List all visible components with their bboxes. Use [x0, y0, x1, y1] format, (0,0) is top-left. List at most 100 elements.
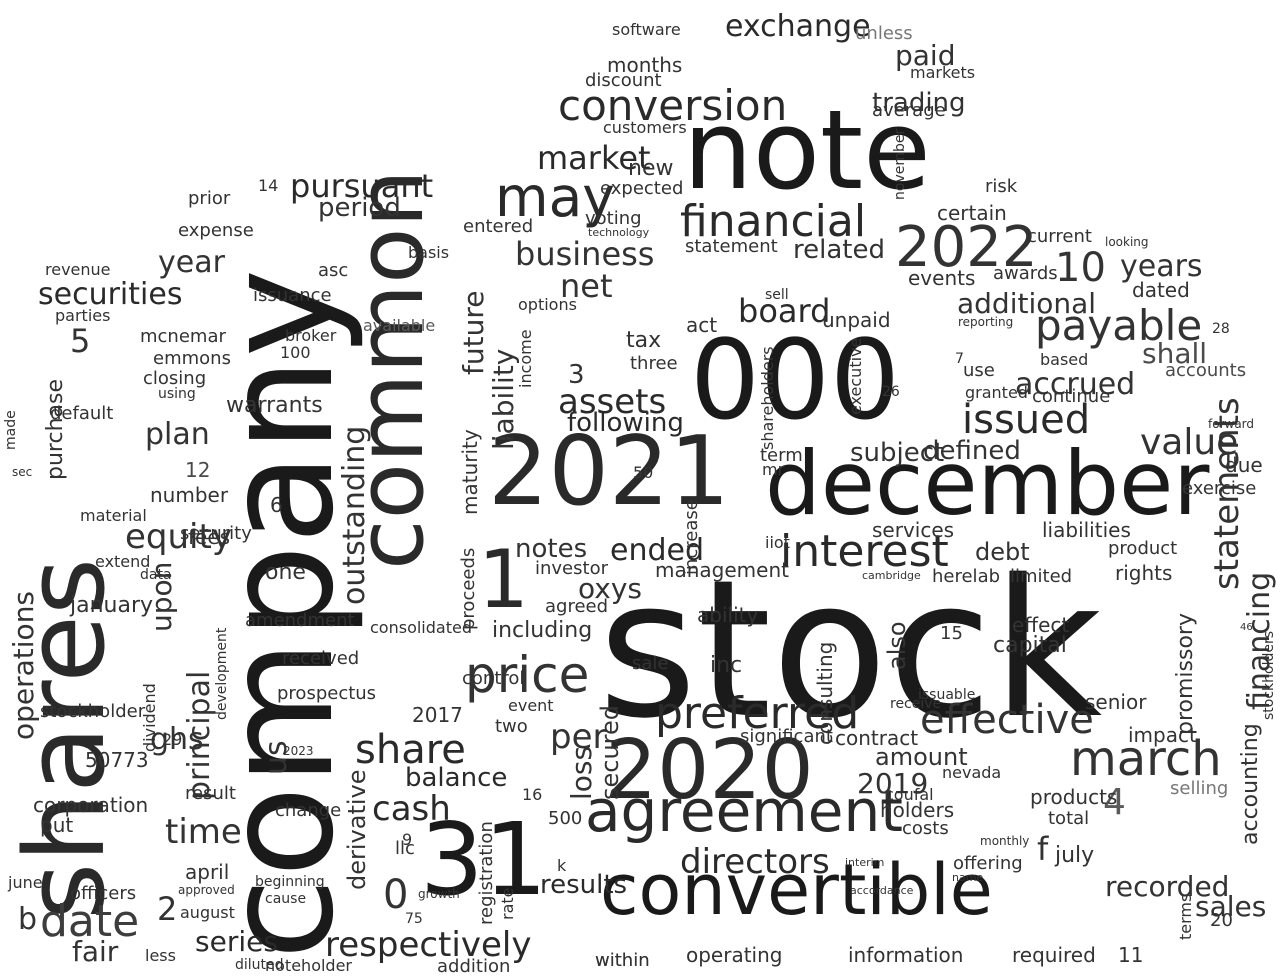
word-executive: executive	[846, 337, 865, 415]
word-march: march	[1070, 731, 1222, 787]
word-available: available	[363, 316, 436, 335]
word-conversion: conversion	[558, 81, 788, 130]
word-promissory: promissory	[1173, 613, 1198, 735]
word-preferred: preferred	[655, 688, 860, 739]
word-costs: costs	[902, 818, 949, 839]
word-prior: prior	[188, 188, 231, 209]
word-material: material	[80, 506, 147, 525]
word-officers: officers	[70, 883, 137, 904]
word-respectively: respectively	[325, 925, 532, 965]
word-31: 31	[420, 801, 548, 918]
word-operating: operating	[686, 943, 783, 967]
word-entered: entered	[463, 216, 534, 237]
word-revenue: revenue	[45, 260, 111, 279]
word-products: products	[1030, 785, 1118, 809]
word-selling: selling	[1170, 778, 1229, 799]
word-current: current	[1027, 226, 1092, 247]
word-500: 500	[548, 808, 583, 829]
word-10: 10	[1055, 245, 1106, 291]
word-value: value	[1140, 422, 1239, 463]
word-26: 26	[882, 384, 900, 400]
word-operations: operations	[7, 590, 40, 740]
word-continue: continue	[1032, 386, 1111, 407]
word-limited: limited	[1010, 566, 1073, 587]
word-secured: secured	[596, 704, 624, 800]
word-16: 16	[522, 785, 543, 804]
word-may: may	[495, 165, 615, 229]
word-accordance: accordance	[850, 884, 914, 897]
word-total: total	[1048, 808, 1090, 829]
word-beginning: beginning	[255, 874, 325, 890]
word-agreement: agreement	[585, 777, 903, 845]
word-9: 9	[402, 830, 413, 849]
word-reporting: reporting	[958, 315, 1014, 329]
word-basis: basis	[408, 243, 450, 262]
word-control: control	[462, 668, 525, 689]
word-warrants: warrants	[226, 393, 323, 418]
word-stock: stock	[598, 539, 1103, 760]
word-11: 11	[1118, 943, 1144, 967]
word-growth: growth	[418, 887, 460, 901]
word-required: required	[1012, 943, 1096, 967]
word-default: default	[50, 403, 114, 424]
word-fair: fair	[72, 935, 119, 968]
word-securities: securities	[38, 277, 183, 312]
word-f: f	[1037, 830, 1049, 868]
word-46: 46	[1240, 622, 1253, 633]
word-cambridge: cambridge	[862, 569, 921, 582]
word-issued: issued	[962, 397, 1091, 443]
word-holders: holders	[880, 798, 955, 822]
word-50773: 50773	[85, 748, 149, 772]
word-also: also	[883, 621, 911, 670]
word-management: management	[655, 558, 789, 582]
word-based: based	[1040, 350, 1089, 369]
word-llc: llc	[395, 838, 415, 859]
word-november: november	[892, 128, 908, 200]
word-exercise: exercise	[1182, 478, 1257, 499]
word-maturity: maturity	[458, 429, 482, 515]
word-2019: 2019	[857, 767, 929, 800]
word-looking: looking	[1105, 235, 1149, 249]
word-customers: customers	[603, 118, 687, 137]
word-data: data	[140, 567, 172, 583]
word-29: 29	[162, 730, 183, 749]
word-series: series	[195, 925, 278, 958]
word-accounts: accounts	[1165, 360, 1247, 381]
word-subject: subject	[850, 438, 945, 468]
word-outstanding: outstanding	[337, 425, 372, 605]
word-services: services	[872, 518, 955, 542]
word-liabilities: liabilities	[1042, 518, 1131, 542]
word-coufal: coufal	[885, 785, 934, 804]
word-tax: tax	[626, 328, 662, 353]
word-stockholder: stockholder	[40, 701, 146, 722]
word-effect: effect	[1012, 613, 1070, 637]
word-trading: trading	[872, 88, 966, 118]
word-effective: effective	[920, 697, 1094, 743]
word-december: december	[765, 432, 1210, 535]
word-28: 28	[1212, 321, 1230, 337]
word-july: july	[1055, 843, 1095, 868]
word-net: net	[560, 267, 613, 305]
word-impact: impact	[1128, 723, 1197, 747]
word-monthly: monthly	[980, 834, 1030, 848]
word-years: years	[1120, 249, 1203, 284]
word-results: results	[540, 870, 628, 900]
word-unless: unless	[855, 23, 913, 44]
word-less: less	[145, 946, 176, 965]
word-following: following	[567, 408, 684, 438]
word-loss: loss	[565, 745, 598, 800]
word-interim: interim	[845, 856, 885, 869]
word-note: note	[683, 86, 931, 214]
word-per: per	[550, 717, 607, 757]
word-future: future	[457, 290, 490, 375]
word-events: events	[908, 266, 976, 290]
word-financial: financial	[680, 196, 867, 247]
word-interest: interest	[780, 526, 949, 577]
word-including: including	[492, 618, 593, 643]
word-5: 5	[70, 322, 91, 360]
word-2023: 2023	[283, 744, 314, 758]
word-approved: approved	[178, 883, 235, 897]
word-board: board	[738, 292, 831, 330]
word-6: 6	[270, 493, 283, 517]
word-security: security	[180, 523, 252, 544]
